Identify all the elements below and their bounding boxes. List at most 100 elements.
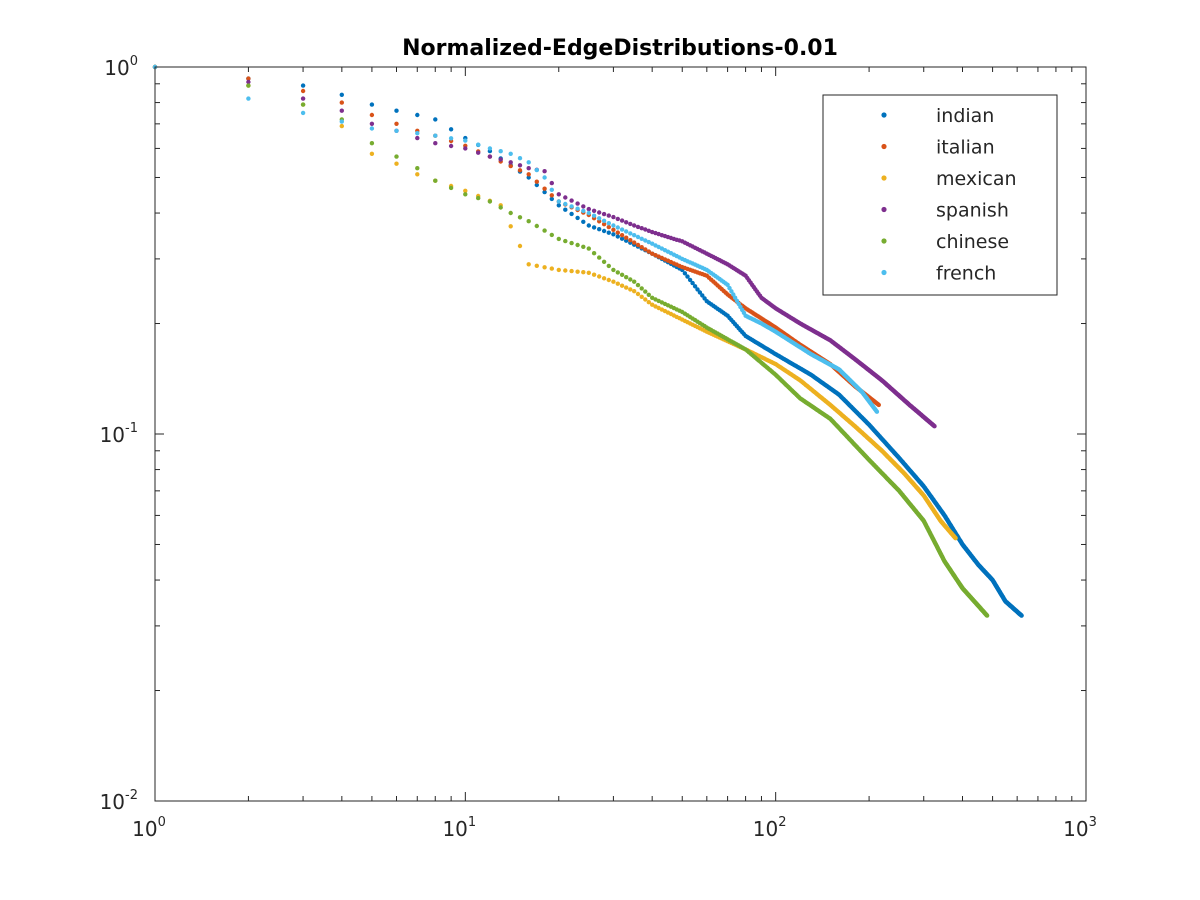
data-point bbox=[369, 121, 375, 127]
data-point bbox=[606, 221, 611, 226]
data-point bbox=[369, 126, 375, 131]
data-point bbox=[1019, 613, 1024, 618]
data-point bbox=[591, 208, 597, 213]
data-point bbox=[690, 280, 695, 286]
data-point bbox=[646, 292, 651, 297]
data-point bbox=[635, 234, 641, 240]
data-point bbox=[563, 268, 568, 273]
x-tick-label: 102 bbox=[753, 815, 787, 841]
legend-entry-indian[interactable]: indian bbox=[881, 105, 994, 127]
data-point bbox=[549, 196, 554, 202]
data-point bbox=[611, 279, 616, 284]
data-point bbox=[534, 182, 539, 188]
data-point bbox=[394, 121, 399, 127]
data-point bbox=[394, 154, 399, 159]
data-point bbox=[586, 206, 591, 212]
data-point bbox=[695, 287, 700, 292]
data-point bbox=[569, 268, 574, 274]
data-point bbox=[369, 112, 375, 118]
data-point bbox=[687, 277, 693, 283]
data-point bbox=[448, 143, 454, 149]
data-point bbox=[415, 172, 420, 177]
data-point bbox=[563, 195, 568, 200]
x-tick-label: 103 bbox=[1063, 815, 1097, 841]
data-point bbox=[542, 175, 547, 180]
data-point bbox=[639, 226, 644, 231]
data-point bbox=[643, 247, 648, 252]
data-point bbox=[876, 402, 881, 408]
data-point bbox=[534, 223, 539, 229]
data-point bbox=[619, 283, 625, 288]
data-point bbox=[692, 284, 698, 289]
data-point bbox=[611, 232, 616, 237]
data-point bbox=[534, 263, 539, 268]
data-point bbox=[463, 146, 468, 151]
data-point bbox=[606, 213, 611, 218]
data-point bbox=[569, 211, 574, 217]
data-point bbox=[624, 285, 629, 290]
data-point bbox=[581, 219, 586, 224]
legend-entry-chinese[interactable]: chinese bbox=[881, 231, 1009, 253]
data-point bbox=[448, 185, 454, 191]
legend-entry-italian[interactable]: italian bbox=[881, 137, 995, 159]
legend-entry-french[interactable]: french bbox=[881, 263, 996, 285]
data-point bbox=[300, 96, 306, 101]
legend-dot-marker-icon bbox=[881, 143, 887, 150]
legend-dot-marker-icon bbox=[881, 238, 887, 244]
data-point bbox=[415, 166, 420, 171]
legend-dot-marker-icon bbox=[881, 206, 887, 213]
data-point bbox=[581, 270, 586, 275]
data-point bbox=[601, 228, 607, 234]
data-point bbox=[619, 272, 625, 277]
data-point bbox=[339, 123, 344, 129]
data-point bbox=[246, 83, 251, 88]
data-point bbox=[643, 297, 648, 302]
data-point bbox=[542, 228, 547, 233]
data-point bbox=[601, 218, 607, 223]
data-point bbox=[542, 186, 547, 191]
data-point bbox=[463, 192, 468, 197]
data-point bbox=[682, 271, 688, 276]
data-point bbox=[646, 300, 651, 305]
data-point bbox=[615, 216, 620, 222]
y-tick-label: 10-1 bbox=[100, 421, 138, 447]
data-point bbox=[517, 168, 523, 173]
data-point bbox=[731, 292, 736, 297]
data-point bbox=[639, 294, 644, 299]
legend-entry-spanish[interactable]: spanish bbox=[881, 200, 1009, 222]
data-point bbox=[606, 263, 611, 269]
chart-title: Normalized-EdgeDistributions-0.01 bbox=[402, 36, 838, 61]
data-point bbox=[448, 136, 454, 141]
data-point bbox=[448, 127, 454, 132]
data-point bbox=[615, 270, 620, 275]
data-point bbox=[624, 275, 629, 280]
data-point bbox=[635, 224, 641, 230]
legend[interactable]: indian italian mexican spanish chinese french bbox=[822, 94, 1058, 296]
data-point bbox=[632, 223, 637, 228]
data-point bbox=[591, 272, 597, 277]
legend-entry-mexican[interactable]: mexican bbox=[881, 168, 1017, 190]
data-point bbox=[517, 243, 523, 249]
data-point bbox=[415, 112, 420, 118]
data-point bbox=[632, 279, 637, 284]
data-point bbox=[487, 154, 493, 159]
data-point bbox=[628, 231, 633, 236]
data-point bbox=[597, 210, 602, 215]
data-point bbox=[639, 245, 644, 250]
data-point bbox=[586, 246, 591, 251]
data-point bbox=[517, 156, 523, 161]
data-point bbox=[611, 227, 616, 232]
data-point bbox=[498, 157, 503, 162]
data-point bbox=[725, 282, 730, 287]
data-point bbox=[498, 205, 503, 210]
data-point bbox=[575, 242, 580, 248]
data-point bbox=[542, 169, 547, 174]
data-point bbox=[650, 302, 655, 307]
data-point bbox=[628, 238, 633, 243]
data-point bbox=[498, 149, 503, 154]
data-point bbox=[624, 220, 629, 225]
data-point bbox=[569, 204, 574, 209]
data-point bbox=[628, 277, 633, 282]
data-point bbox=[650, 295, 655, 300]
